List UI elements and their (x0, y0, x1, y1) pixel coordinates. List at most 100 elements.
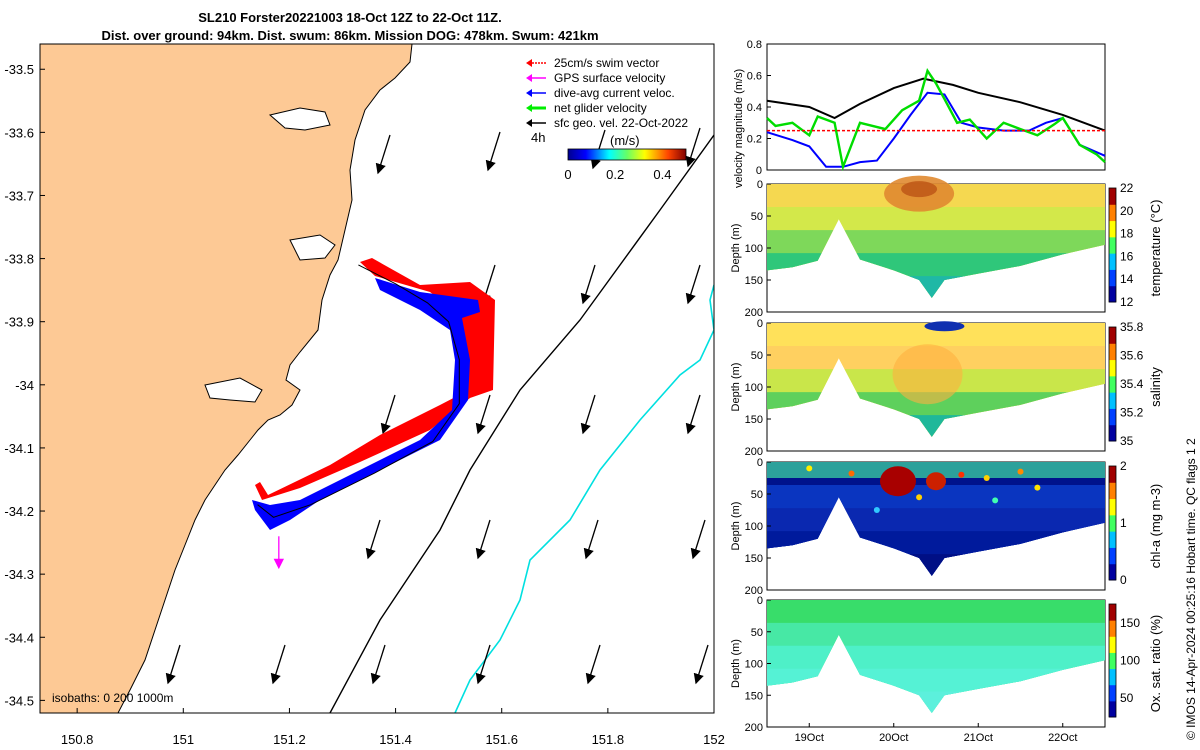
legend-item-label: net glider velocity (554, 100, 647, 115)
section-data-band (767, 392, 1069, 437)
chla-sample-point (992, 497, 999, 504)
legend-arrow-icon (526, 103, 546, 112)
chla-maximum-patch (926, 472, 946, 491)
map-legend: 25cm/s swim vector GPS surface velocity di… (526, 55, 688, 130)
section-colorbar-tick-label: 2 (1120, 459, 1127, 473)
map-y-axis: -33.5 -33.6 -33.7 -33.8 -33.9 -34 -34.1 -34.2 -3… (4, 62, 45, 708)
section-y-tick-label: 100 (745, 521, 763, 533)
coastline-land (40, 44, 413, 713)
sfc-velocity-arrow (165, 644, 181, 685)
section-ylabel: Depth (m) (730, 502, 742, 551)
depth-section-panel: 0 50 100 150 200 Depth (m) 35 35.2 35.4 35.6 35.8 s… (730, 318, 1163, 458)
section-colorbar-segment (1109, 668, 1116, 686)
section-colorbar-frame (1108, 326, 1117, 442)
velocity-y-tick-label: 0.8 (747, 39, 762, 51)
section-colorbar-tick-label: 35.4 (1120, 377, 1144, 391)
section-colorbar-segment (1109, 204, 1116, 222)
section-colorbar-tick-label: 35.2 (1120, 406, 1144, 420)
legend-item-label: dive-avg current veloc. (554, 85, 675, 100)
chart-subtitle: Dist. over ground: 94km. Dist. swum: 86k… (101, 28, 599, 43)
velocity-y-tick-label: 0.4 (747, 102, 762, 114)
section-y-tick-label: 0 (757, 457, 763, 469)
section-colorbar-segment (1109, 466, 1116, 483)
map-y-tick-label: -33.7 (4, 188, 34, 203)
depth-section-panel: 0 50 100 150 200 Depth (m) 0 1 2 chl-a (mg m-3) (730, 457, 1163, 597)
section-colorbar-label: temperature (°C) (1148, 200, 1163, 297)
warm-core-feature (901, 181, 938, 198)
section-data-band (908, 554, 965, 576)
legend-arrow-icon (526, 88, 546, 97)
section-colorbar-segment (1109, 498, 1116, 516)
estuary-channel (289, 234, 336, 261)
section-colorbar-segment (1109, 359, 1116, 377)
glider-track-current-vectors (252, 278, 480, 530)
legend-arrow-icon (526, 58, 546, 67)
section-x-tick-label: 21Oct (964, 732, 993, 744)
chla-sample-point (1017, 468, 1024, 475)
map-y-tick-label: -34.5 (4, 693, 34, 708)
section-colorbar-tick-label: 150 (1120, 616, 1140, 630)
legend-item: sfc geo. vel. 22-Oct-2022 (526, 115, 688, 130)
section-colorbar-tick-label: 20 (1120, 204, 1134, 218)
section-colorbar-tick-label: 100 (1120, 654, 1140, 668)
legend-4h-label: 4h (531, 130, 545, 145)
map-x-tick-label: 151 (172, 732, 194, 747)
legend-arrow-icon (526, 118, 546, 127)
section-colorbar-segment (1109, 514, 1116, 532)
section-x-tick-label: 20Oct (879, 732, 908, 744)
legend-arrow-icon (526, 73, 546, 82)
section-colorbar-segment (1109, 604, 1116, 621)
section-data-band (908, 276, 965, 298)
chla-sample-point (958, 471, 965, 478)
section-colorbar-label: salinity (1148, 367, 1163, 407)
map-x-tick-label: 151.2 (273, 732, 306, 747)
section-colorbar-tick-label: 35 (1120, 434, 1134, 448)
map-y-tick-label: -34.2 (4, 504, 34, 519)
section-ylabel: Depth (m) (730, 639, 742, 688)
velocity-series (766, 67, 1106, 172)
sfc-velocity-arrow (585, 644, 601, 685)
section-colorbar-tick-label: 1 (1120, 516, 1127, 530)
chla-sample-point (848, 470, 855, 477)
map-x-tick-label: 151.8 (592, 732, 625, 747)
chla-sample-point (873, 507, 880, 513)
sfc-velocity-arrow (685, 127, 701, 168)
legend-item: net glider velocity (526, 100, 688, 115)
section-colorbar-segment (1109, 285, 1116, 303)
section-y-tick-label: 100 (745, 382, 763, 394)
isobaths-note: isobaths: 0 200 1000m (52, 691, 174, 705)
section-data-band (767, 253, 1069, 298)
section-colorbar-segment (1109, 684, 1116, 702)
section-colorbar-segment (1109, 482, 1116, 500)
sfc-velocity-arrow (583, 519, 599, 560)
sfc-velocity-arrow (685, 394, 701, 435)
section-colorbar-tick-label: 50 (1120, 691, 1134, 705)
speed-colorbar-tick-label: 0 (564, 167, 571, 182)
section-colorbar-segment (1109, 188, 1116, 205)
section-y-tick-label: 150 (745, 690, 763, 702)
section-y-tick-label: 200 (745, 585, 763, 597)
velocity-magnitude-panel: 0 0.2 0.4 0.6 0.8 velocity magnitude (m/s) (733, 39, 1106, 188)
sfc-velocity-arrow (685, 264, 701, 305)
section-y-tick-label: 200 (745, 307, 763, 319)
isobath-200m (329, 134, 714, 713)
section-data-band (908, 691, 965, 713)
section-colorbar-tick-label: 18 (1120, 227, 1134, 241)
sfc-velocity-arrow (485, 131, 501, 172)
imos-credit: © IMOS 14-Apr-2024 00:25:16 Hobart time.… (1184, 438, 1198, 740)
legend-item-label: 25cm/s swim vector (554, 55, 660, 70)
section-colorbar-segment (1109, 236, 1116, 254)
map-x-tick-label: 150.8 (61, 732, 94, 747)
section-colorbar-tick-label: 16 (1120, 249, 1134, 263)
sfc-velocity-arrow (475, 394, 491, 435)
map-x-tick-label: 151.4 (379, 732, 412, 747)
section-ylabel: Depth (m) (730, 363, 742, 412)
estuary-channel (204, 377, 263, 403)
velocity-series-line (766, 77, 1106, 132)
section-colorbar-tick-label: 0 (1120, 573, 1127, 587)
section-data-band (767, 668, 1069, 713)
section-y-tick-label: 100 (745, 659, 763, 671)
speed-colorbar (567, 148, 687, 161)
sfc-velocity-arrow (475, 644, 491, 685)
